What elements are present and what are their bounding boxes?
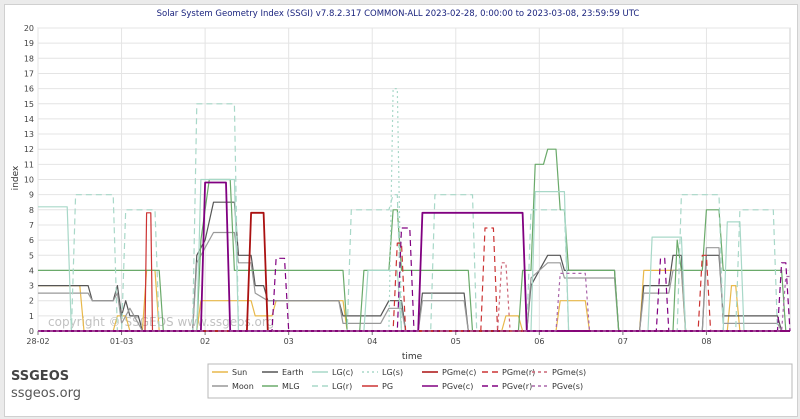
y-tick-label: 20	[24, 24, 34, 33]
legend-label: PGve(r)	[502, 382, 532, 391]
legend-item-lg-s: LG(s)	[362, 368, 403, 377]
legend-item-mlg: MLG	[262, 382, 300, 391]
legend-label: LG(c)	[332, 368, 353, 377]
legend-item-pgme-r: PGme(r)	[482, 368, 535, 377]
series-line-lg-s	[38, 88, 790, 332]
y-tick-label: 2	[29, 297, 34, 306]
y-tick-label: 17	[24, 69, 34, 78]
x-tick-label: 05	[451, 337, 461, 346]
y-tick-label: 6	[29, 236, 34, 245]
legend-label: LG(s)	[382, 368, 403, 377]
series-line-pgve-r	[38, 227, 791, 332]
y-tick-label: 7	[29, 221, 34, 230]
x-tick-label: 03	[284, 337, 294, 346]
brand-name: SSGEOS	[11, 369, 70, 384]
y-tick-label: 11	[24, 160, 34, 169]
y-tick-label: 8	[29, 206, 34, 215]
y-tick-label: 3	[29, 282, 34, 291]
legend-item-pgme-s: PGme(s)	[532, 368, 586, 377]
legend-label: Earth	[282, 368, 303, 377]
legend-item-pgve-c: PGve(c)	[422, 382, 473, 391]
series-line-pgme-r	[38, 227, 790, 332]
legend-item-lg-r: LG(r)	[312, 382, 352, 391]
y-tick-label: 1	[29, 312, 34, 321]
legend-item-pgme-c: PGme(c)	[422, 368, 476, 377]
series-lines	[38, 88, 791, 332]
x-tick-label: 28-02	[26, 337, 49, 346]
legend-label: Sun	[232, 368, 247, 377]
y-tick-label: 0	[29, 327, 34, 336]
chart-title: Solar System Geometry Index (SSGI) v7.8.…	[157, 9, 640, 19]
legend: Sun Earth LG(c) LG(s) PGme(c) PGme(r) PGme(s) M…	[212, 368, 586, 391]
x-axis-label: time	[402, 352, 423, 362]
x-tick-label: 01-03	[110, 337, 133, 346]
y-tick-label: 16	[24, 85, 34, 94]
grid	[37, 27, 791, 332]
legend-label: PGve(s)	[552, 382, 583, 391]
series-line-pgme-s	[38, 262, 790, 332]
y-tick-label: 13	[24, 130, 34, 139]
legend-box	[207, 363, 793, 399]
series-line-mlg	[38, 148, 790, 332]
brand-url: ssgeos.org	[11, 386, 81, 401]
legend-label: LG(r)	[332, 382, 352, 391]
legend-label: PGme(s)	[552, 368, 586, 377]
y-tick-label: 15	[24, 100, 34, 109]
legend-item-pgve-r: PGve(r)	[482, 382, 532, 391]
series-line-lg-c	[38, 178, 790, 332]
y-tick-label: 18	[24, 54, 34, 63]
y-tick-label: 19	[24, 39, 34, 48]
legend-label: PGme(c)	[442, 368, 476, 377]
y-axis-label: index	[11, 165, 21, 190]
legend-label: MLG	[282, 382, 300, 391]
legend-item-moon: Moon	[212, 382, 254, 391]
legend-item-pg: PG	[362, 382, 393, 391]
legend-label: Moon	[232, 382, 254, 391]
x-tick-label: 06	[534, 337, 544, 346]
series-line-lg-r	[38, 103, 790, 332]
legend-label: PGme(r)	[502, 368, 535, 377]
watermark: copyright © SSGEOS www.ssgeos.org	[48, 315, 274, 329]
y-tick-label: 5	[29, 251, 34, 260]
legend-label: PGve(c)	[442, 382, 473, 391]
legend-item-earth: Earth	[262, 368, 303, 377]
x-tick-label: 02	[200, 337, 210, 346]
y-tick-label: 10	[24, 176, 34, 185]
x-tick-label: 08	[701, 337, 711, 346]
legend-item-sun: Sun	[212, 368, 247, 377]
y-tick-label: 9	[29, 191, 34, 200]
y-tick-label: 4	[29, 266, 34, 275]
x-tick-label: 07	[618, 337, 628, 346]
y-tick-label: 14	[24, 115, 34, 124]
series-line-pgve-s	[38, 272, 790, 332]
legend-item-lg-c: LG(c)	[312, 368, 353, 377]
y-tick-label: 12	[24, 145, 34, 154]
legend-label: PG	[382, 382, 393, 391]
x-tick-label: 04	[367, 337, 377, 346]
legend-item-pgve-s: PGve(s)	[532, 382, 583, 391]
